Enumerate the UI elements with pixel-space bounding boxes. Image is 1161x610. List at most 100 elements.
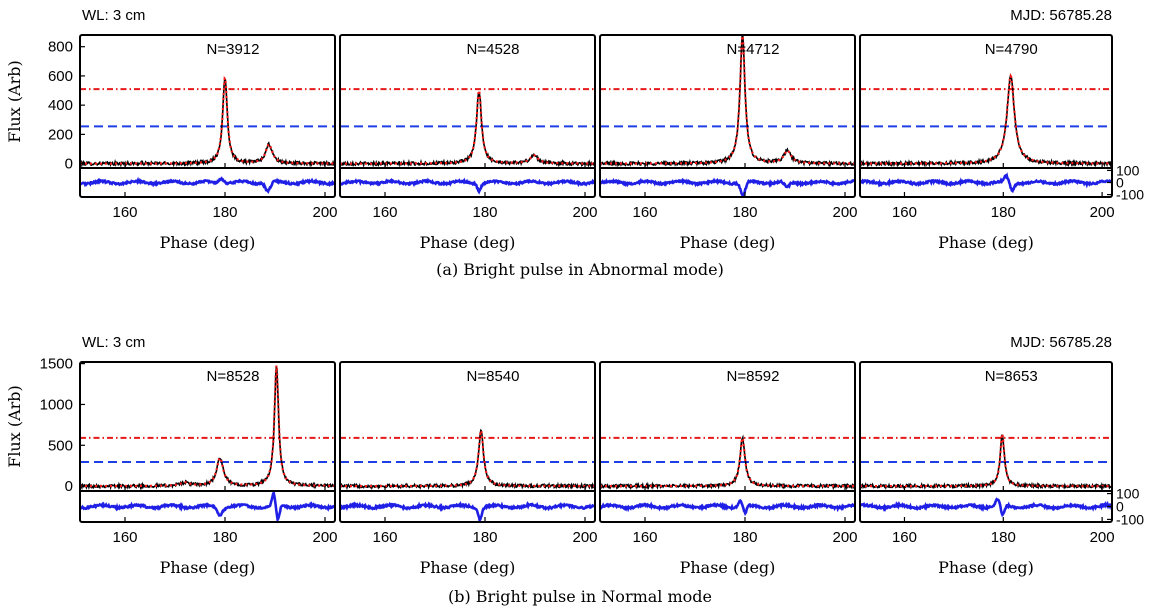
x-axis-label: Phase (deg)	[680, 558, 776, 577]
x-tick-label: 180	[472, 529, 497, 546]
subplot-n-8653: 160 180 200 Phase (deg) N=8653	[859, 361, 1115, 577]
y-axis-label: Flux (Arb)	[5, 60, 24, 143]
residual-series-line	[80, 176, 335, 194]
residual-tick-label: -100	[1116, 187, 1144, 203]
y-tick-label: 600	[48, 68, 73, 85]
x-tick-label: 180	[732, 204, 757, 221]
profile-series-line	[340, 91, 595, 169]
fit-series-line	[80, 76, 335, 165]
x-tick-label: 160	[892, 204, 917, 221]
residual-series-line	[860, 497, 1112, 518]
y-tick-label: 200	[48, 126, 73, 143]
residual-tick-label: 100	[1116, 486, 1140, 502]
subplot-n-4790: 160 180 200 Phase (deg) N=4790	[859, 34, 1115, 252]
panel-count-label: N=8592	[727, 368, 780, 385]
subplot-frame	[599, 34, 856, 198]
subplot-n-8528: 160 180 200 Phase (deg) N=8528	[79, 361, 338, 577]
x-tick-label: 200	[832, 204, 857, 221]
x-tick-label: 180	[212, 204, 237, 221]
x-tick-label: 160	[632, 529, 657, 546]
profile-series-line	[80, 365, 335, 491]
x-tick-label: 160	[892, 529, 917, 546]
residual-tick-label: 0	[1116, 499, 1124, 515]
subplot-n-4712: 160 180 200 Phase (deg) N=4712	[599, 34, 858, 252]
panel-count-label: N=3912	[207, 41, 260, 58]
subplot-frame	[79, 361, 336, 523]
subplot-frame	[859, 34, 1113, 198]
x-axis-label: Phase (deg)	[420, 233, 516, 252]
residual-tick-label: 100	[1116, 162, 1140, 178]
x-tick-label: 180	[991, 204, 1016, 221]
y-tick-label: 800	[48, 39, 73, 56]
x-tick-label: 200	[1090, 529, 1115, 546]
x-axis-label: Phase (deg)	[680, 233, 776, 252]
x-tick-label: 180	[991, 529, 1016, 546]
x-axis-label: Phase (deg)	[160, 558, 256, 577]
panel-count-label: N=4712	[727, 41, 780, 58]
y-tick-label: 500	[48, 437, 73, 454]
x-tick-label: 200	[312, 204, 337, 221]
residual-tick-label: 0	[1116, 175, 1124, 191]
x-tick-label: 200	[832, 529, 857, 546]
y-axis-label: Flux (Arb)	[5, 385, 24, 468]
y-tick-label: 0	[65, 478, 73, 495]
mjd-label: MJD: 56785.28	[1010, 7, 1112, 24]
profile-series-line	[80, 78, 335, 168]
x-tick-label: 160	[632, 204, 657, 221]
y-tick-label: 1500	[40, 356, 73, 373]
subplot-n-3912: 160 180 200 Phase (deg) N=3912	[79, 34, 338, 252]
residual-series-line	[340, 177, 595, 195]
fit-series-line	[340, 90, 595, 165]
x-axis-label: Phase (deg)	[938, 233, 1034, 252]
fit-series-line	[340, 426, 595, 488]
figure-caption: (b) Bright pulse in Normal mode	[448, 587, 712, 606]
subplot-frame	[339, 361, 596, 523]
x-tick-label: 180	[472, 204, 497, 221]
mjd-label: MJD: 56785.28	[1010, 334, 1112, 351]
wavelength-label: WL: 3 cm	[82, 334, 145, 351]
subplot-frame	[599, 361, 856, 523]
panel-count-label: N=8653	[985, 368, 1038, 385]
residual-tick-label: -100	[1116, 511, 1144, 527]
subplot-frame	[859, 361, 1113, 523]
x-tick-label: 160	[112, 529, 137, 546]
y-tick-label: 400	[48, 97, 73, 114]
subplot-n-8592: 160 180 200 Phase (deg) N=8592	[599, 361, 858, 577]
y-tick-label: 1000	[40, 396, 73, 413]
x-tick-label: 200	[572, 204, 597, 221]
residual-series-line	[80, 491, 335, 522]
panel-count-label: N=8528	[207, 368, 260, 385]
x-tick-label: 180	[732, 529, 757, 546]
profile-series-line	[600, 35, 855, 168]
x-tick-label: 160	[112, 204, 137, 221]
x-tick-label: 200	[312, 529, 337, 546]
panel-count-label: N=4528	[467, 41, 520, 58]
x-tick-label: 160	[372, 204, 397, 221]
figure-caption: (a) Bright pulse in Abnormal mode)	[436, 260, 724, 279]
x-axis-label: Phase (deg)	[938, 558, 1034, 577]
residual-series-line	[860, 172, 1112, 194]
fit-series-line	[860, 73, 1112, 165]
x-tick-label: 200	[1090, 204, 1115, 221]
x-axis-label: Phase (deg)	[160, 233, 256, 252]
x-tick-label: 200	[572, 529, 597, 546]
profile-series-line	[340, 428, 595, 491]
y-tick-label: 0	[65, 156, 73, 173]
x-tick-label: 180	[212, 529, 237, 546]
x-tick-label: 160	[372, 529, 397, 546]
panel-count-label: N=4790	[985, 41, 1038, 58]
subplot-frame	[339, 34, 596, 198]
residual-series-line	[340, 500, 595, 522]
subplot-frame	[79, 34, 336, 198]
subplot-n-4528: 160 180 200 Phase (deg) N=4528	[339, 34, 598, 252]
residual-series-line	[600, 177, 855, 197]
panel-count-label: N=8540	[467, 368, 520, 385]
fit-series-line	[860, 433, 1112, 488]
subplot-n-8540: 160 180 200 Phase (deg) N=8540	[339, 361, 598, 577]
fit-series-line	[600, 437, 855, 488]
wavelength-label: WL: 3 cm	[82, 7, 145, 24]
x-axis-label: Phase (deg)	[420, 558, 516, 577]
